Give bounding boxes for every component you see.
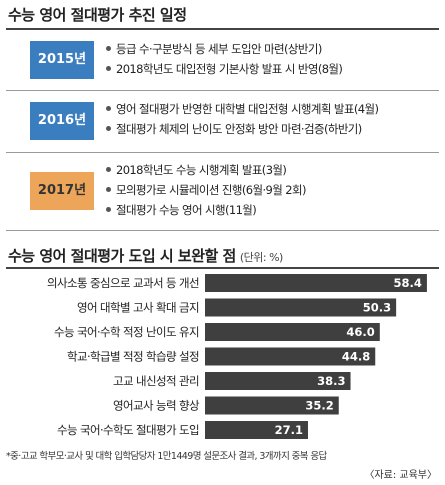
schedule-item: 절대평가 수능 영어 시행(11월)	[106, 200, 436, 220]
schedule-items-2015: 등급 수·구분방식 등 세부 도입안 마련(상반기) 2018학년도 대입전형 …	[106, 39, 436, 79]
schedule-row-2016: 2016년 영어 절대평가 반영한 대학별 대입전형 시행계획 발표(4월) 절…	[6, 94, 439, 148]
bar	[205, 347, 376, 366]
bar-chart: 의사소통 중심으로 교과서 등 개선 58.4 영어 대학별 고사 확대 금지 50.…	[47, 274, 427, 439]
category-label: 수능 국어·수학 적정 난이도 유지	[54, 325, 199, 339]
schedule-items-2017: 2018학년도 수능 시행계획 발표(3월) 모의평가로 시뮬레이션 진행(6월…	[106, 160, 436, 220]
schedule-item: 등급 수·구분방식 등 세부 도입안 마련(상반기)	[106, 39, 436, 59]
schedule-item: 절대평가 체제의 난이도 안정화 방안 마련·검증(하반기)	[106, 119, 436, 139]
schedule-separator	[6, 230, 439, 231]
bar-value-label: 58.4	[394, 276, 422, 290]
bar	[205, 298, 397, 317]
bar	[205, 274, 427, 292]
category-label: 고교 내신성적 관리	[113, 374, 199, 388]
chart-title-rule	[6, 267, 439, 269]
year-badge-2016: 2016년	[30, 102, 94, 140]
schedule-item: 2018학년도 수능 시행계획 발표(3월)	[106, 160, 436, 180]
footnote: *중·고교 학부모·교사 및 대학 입학담당자 1만1449명 설문조사 결과,…	[6, 451, 327, 462]
bar-value-label: 27.1	[275, 423, 303, 437]
schedule-separator	[6, 90, 439, 91]
schedule-title: 수능 영어 절대평가 추진 일정	[8, 6, 187, 24]
bar-value-label: 46.0	[346, 325, 374, 339]
bar	[205, 372, 351, 390]
year-badge-2017: 2017년	[30, 172, 94, 210]
category-label: 의사소통 중심으로 교과서 등 개선	[47, 276, 199, 290]
chart-title-text: 수능 영어 절대평가 도입 시 보완할 점	[8, 247, 236, 265]
schedule-item: 모의평가로 시뮬레이션 진행(6월·9월 2회)	[106, 180, 436, 200]
schedule-title-rule	[6, 28, 439, 30]
source-credit: 〈자료: 교육부〉	[364, 470, 437, 481]
bar-value-label: 38.3	[317, 374, 345, 388]
category-label: 수능 국어·수학도 절대평가 도입	[57, 423, 199, 437]
schedule-item: 2018학년도 대입전형 기본사항 발표 시 반영(8월)	[106, 59, 436, 79]
schedule-separator	[6, 152, 439, 153]
bar	[205, 396, 339, 415]
bar	[205, 323, 380, 341]
chart-unit-label: (단위: %)	[239, 251, 283, 264]
bar-value-label: 50.3	[363, 301, 391, 315]
category-label: 영어교사 능력 향상	[113, 399, 200, 413]
year-badge-2015: 2015년	[30, 41, 94, 79]
chart-title: 수능 영어 절대평가 도입 시 보완할 점 (단위: %)	[8, 245, 438, 265]
bar-value-label: 35.2	[305, 399, 333, 413]
bar	[205, 421, 308, 439]
bar-value-label: 44.8	[342, 350, 370, 364]
schedule-row-2015: 2015년 등급 수·구분방식 등 세부 도입안 마련(상반기) 2018학년도…	[6, 34, 439, 86]
schedule-items-2016: 영어 절대평가 반영한 대학별 대입전형 시행계획 발표(4월) 절대평가 체제…	[106, 99, 436, 139]
schedule-item: 영어 절대평가 반영한 대학별 대입전형 시행계획 발표(4월)	[106, 99, 436, 119]
category-label: 학교·학급별 적정 학습량 설정	[67, 350, 199, 364]
category-label: 영어 대학별 고사 확대 금지	[77, 301, 199, 315]
schedule-row-2017: 2017년 2018학년도 수능 시행계획 발표(3월) 모의평가로 시뮬레이션…	[6, 156, 439, 226]
